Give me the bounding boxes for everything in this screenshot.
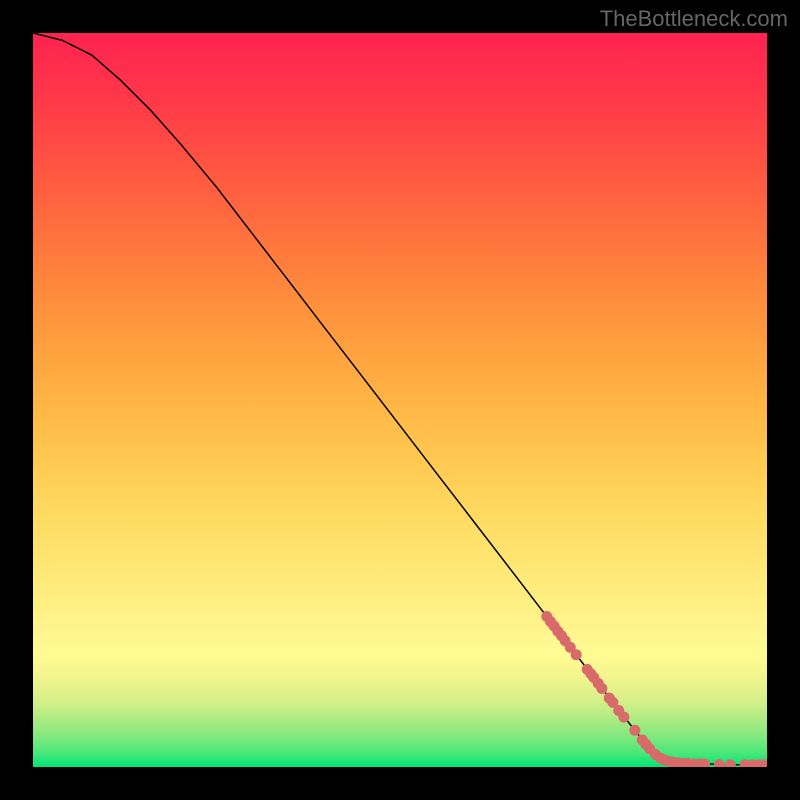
chart-plot-area bbox=[33, 33, 767, 767]
watermark-text: TheBottleneck.com bbox=[600, 6, 788, 32]
chart-gradient-background bbox=[33, 33, 767, 767]
